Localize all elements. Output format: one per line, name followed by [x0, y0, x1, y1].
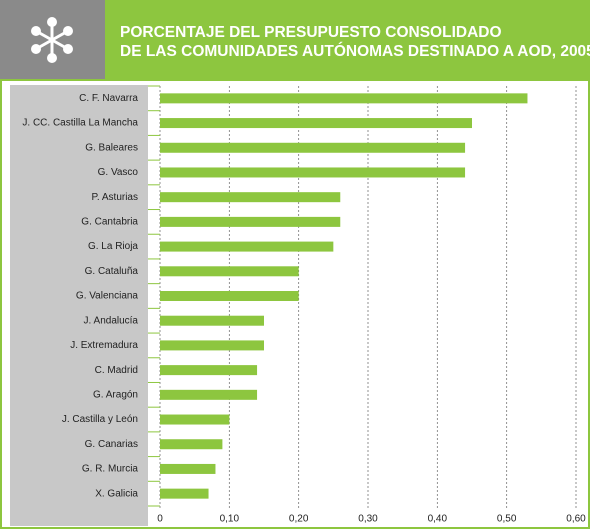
bar — [160, 389, 258, 400]
bar — [160, 340, 264, 351]
label-panel — [10, 85, 148, 526]
y-tick-label: J. Andalucía — [84, 315, 139, 326]
bar — [160, 439, 223, 450]
y-tick-label: J. Castilla y León — [62, 414, 138, 425]
y-tick-label: G. Cataluña — [85, 266, 139, 277]
frame — [0, 79, 590, 529]
x-tick-label: 0 — [157, 514, 163, 525]
bar — [160, 167, 466, 178]
bar — [160, 192, 341, 203]
bar — [160, 488, 209, 499]
y-tick-label: C. Madrid — [95, 365, 138, 376]
chart-title: DE LAS COMUNIDADES AUTÓNOMAS DESTINADO A… — [120, 42, 590, 60]
y-tick-label: G. La Rioja — [88, 241, 138, 252]
bar — [160, 93, 528, 104]
x-tick-label: 0,60 — [566, 514, 586, 525]
bar — [160, 315, 264, 326]
x-tick-label: 0,10 — [220, 514, 240, 525]
bar — [160, 142, 466, 153]
bar — [160, 414, 230, 425]
y-tick-label: G. Valenciana — [76, 291, 139, 302]
y-tick-label: G. Cantabria — [81, 217, 138, 228]
y-tick-label: G. Vasco — [98, 167, 139, 178]
bar — [160, 291, 299, 301]
x-tick-label: 0,40 — [428, 514, 448, 525]
chart-title: PORCENTAJE DEL PRESUPUESTO CONSOLIDADO — [120, 24, 502, 41]
bar — [160, 118, 472, 129]
y-tick-label: G. R. Murcia — [82, 464, 139, 475]
bar — [160, 241, 334, 252]
y-tick-label: G. Aragón — [93, 389, 138, 400]
bar — [160, 365, 258, 376]
icon — [31, 17, 73, 63]
bar — [160, 463, 216, 474]
y-tick-label: J. Extremadura — [70, 340, 138, 351]
y-tick-label: C. F. Navarra — [79, 93, 138, 104]
y-tick-label: X. Galicia — [95, 488, 138, 499]
y-tick-label: G. Baleares — [85, 142, 138, 153]
header — [105, 0, 590, 80]
x-tick-label: 0,30 — [358, 514, 378, 525]
y-tick-label: J. CC. Castilla La Mancha — [22, 118, 138, 129]
x-tick-label: 0,20 — [289, 514, 309, 525]
x-tick-label: 0,50 — [497, 514, 517, 525]
bar — [160, 266, 299, 277]
bar — [160, 216, 341, 227]
y-tick-label: P. Asturias — [91, 192, 138, 203]
y-tick-label: G. Canarias — [85, 439, 138, 450]
